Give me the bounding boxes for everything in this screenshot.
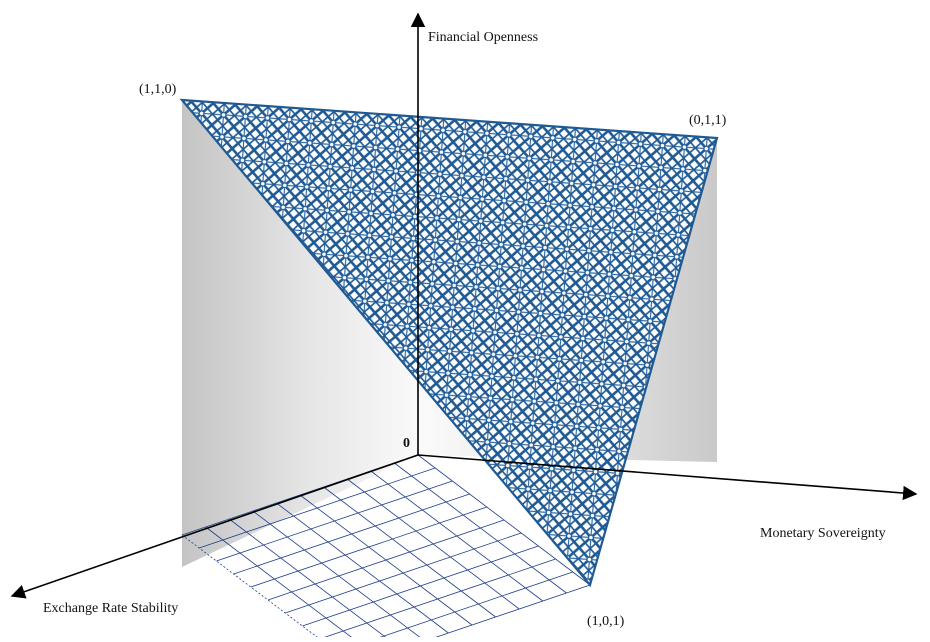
axis-label-monetary-sovereignty: Monetary Sovereignty <box>760 526 886 541</box>
vertex-label-bottom: (1,0,1) <box>587 614 625 629</box>
floor-grid-line <box>228 518 393 642</box>
floor-grid-line <box>302 545 539 627</box>
floor-grid-line <box>276 502 449 634</box>
floor-grid-line <box>285 532 522 614</box>
floor-grid-line <box>252 510 426 642</box>
left-axis <box>10 454 419 599</box>
floor-grid <box>181 454 591 642</box>
vertex-label-top-left: (1,1,0) <box>139 82 177 97</box>
floor-grid-line <box>319 558 556 640</box>
floor-grid-line <box>205 526 359 642</box>
floor-grid-line <box>267 519 505 601</box>
floor-grid-line <box>420 584 591 642</box>
right-axis <box>417 454 918 501</box>
origin-label: 0 <box>403 436 410 451</box>
vertex-label-top-right: (0,1,1) <box>689 113 727 128</box>
axis-label-financial-openness: Financial Openness <box>428 30 538 45</box>
trilemma-triangle-surface <box>179 98 719 588</box>
axis-label-exchange-rate-stability: Exchange Rate Stability <box>43 601 178 616</box>
